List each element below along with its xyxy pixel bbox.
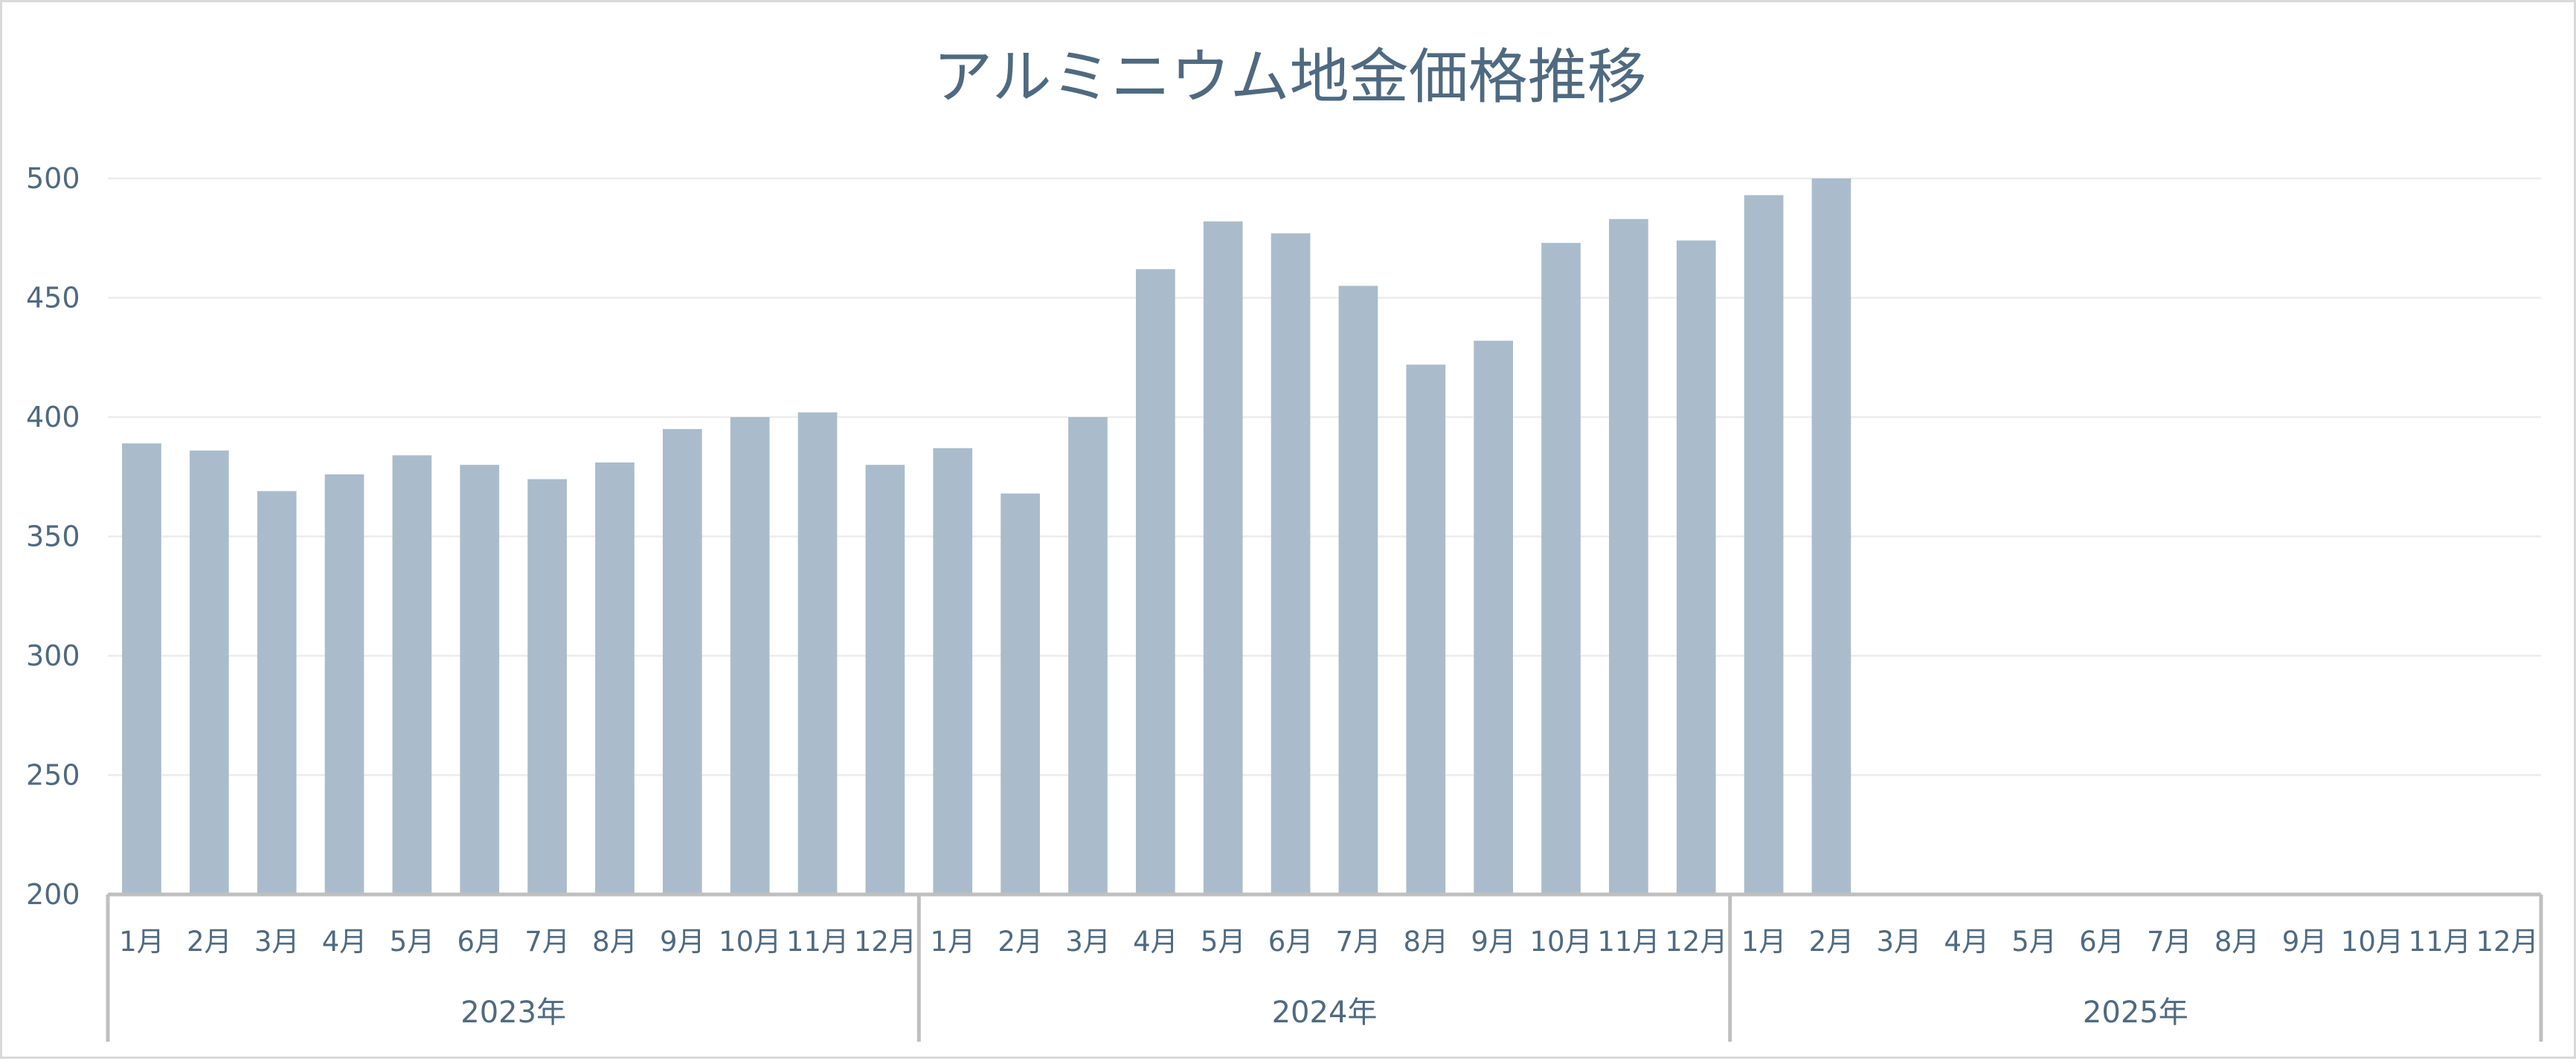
x-tick-label: 7月 bbox=[1336, 926, 1381, 958]
x-tick-label: 2月 bbox=[187, 926, 232, 958]
x-tick-label: 11月 bbox=[1597, 926, 1660, 958]
bar-2024年-10月 bbox=[1541, 242, 1581, 894]
x-tick-label: 1月 bbox=[119, 926, 164, 958]
axis-layer bbox=[106, 892, 2543, 1042]
bar-2024年-6月 bbox=[1271, 233, 1311, 895]
x-tick-label: 4月 bbox=[322, 926, 367, 958]
x-tick-label: 5月 bbox=[2011, 926, 2057, 958]
x-tick-label: 9月 bbox=[1471, 926, 1516, 958]
bar-2023年-6月 bbox=[460, 465, 500, 894]
x-tick-label: 5月 bbox=[1201, 926, 1246, 958]
x-tick-label: 1月 bbox=[1741, 926, 1787, 958]
x-tick-label: 8月 bbox=[592, 926, 637, 958]
x-tick-label: 10月 bbox=[2341, 926, 2403, 958]
y-tick-label: 350 bbox=[26, 520, 80, 553]
x-tick-label: 3月 bbox=[254, 926, 300, 958]
x-tick-label: 5月 bbox=[390, 926, 435, 958]
x-tick-label: 8月 bbox=[1404, 926, 1449, 958]
x-tick-label: 9月 bbox=[2282, 926, 2328, 958]
bar-2023年-12月 bbox=[865, 465, 905, 894]
x-tick-label: 2月 bbox=[998, 926, 1043, 958]
grid-layer bbox=[108, 177, 2541, 776]
x-tick-label: 6月 bbox=[457, 926, 502, 958]
year-group-label: 2025年 bbox=[2083, 996, 2188, 1030]
year-group-label: 2024年 bbox=[1272, 996, 1378, 1030]
y-tick-label: 450 bbox=[26, 282, 80, 315]
bar-2024年-2月 bbox=[1000, 493, 1040, 894]
bar-2024年-4月 bbox=[1135, 268, 1175, 895]
bar-2024年-7月 bbox=[1338, 286, 1378, 894]
bar-2024年-1月 bbox=[933, 448, 973, 894]
bar-2023年-8月 bbox=[595, 462, 635, 894]
y-tick-label: 200 bbox=[26, 878, 80, 911]
x-tick-label: 4月 bbox=[1944, 926, 1989, 958]
bar-2023年-9月 bbox=[662, 429, 702, 894]
x-tick-label: 12月 bbox=[854, 926, 916, 958]
bar-2023年-2月 bbox=[189, 450, 229, 894]
bar-2025年-1月 bbox=[1744, 195, 1784, 895]
bar-2025年-2月 bbox=[1811, 178, 1851, 894]
x-tick-label: 10月 bbox=[719, 926, 781, 958]
x-tick-label: 6月 bbox=[1268, 926, 1314, 958]
x-tick-label: 8月 bbox=[2214, 926, 2260, 958]
x-tick-label: 12月 bbox=[2476, 926, 2539, 958]
x-tick-label: 3月 bbox=[1065, 926, 1111, 958]
y-tick-label: 400 bbox=[26, 401, 80, 433]
bar-2023年-1月 bbox=[122, 443, 161, 894]
bar-2023年-4月 bbox=[324, 474, 364, 894]
chart-title: アルミニウム地金価格推移 bbox=[933, 42, 1646, 112]
x-tick-label: 7月 bbox=[524, 926, 570, 958]
bar-2023年-10月 bbox=[730, 417, 770, 894]
x-tick-label: 11月 bbox=[2409, 926, 2471, 958]
x-tick-label: 1月 bbox=[930, 926, 975, 958]
bar-2024年-8月 bbox=[1406, 364, 1446, 894]
x-tick-label: 6月 bbox=[2079, 926, 2124, 958]
x-tick-label: 12月 bbox=[1665, 926, 1727, 958]
bar-layer bbox=[122, 178, 1851, 895]
bar-2023年-11月 bbox=[797, 412, 838, 894]
bar-2024年-3月 bbox=[1068, 417, 1108, 894]
label-layer: 200 250 300 350 400 450 500 1月 2月 3月 4月 5月 6月 7月 8月 9月 1… bbox=[26, 162, 2539, 1030]
bar-2024年-9月 bbox=[1474, 341, 1514, 894]
x-tick-label: 2月 bbox=[1809, 926, 1854, 958]
bar-2024年-5月 bbox=[1203, 221, 1243, 894]
y-tick-label: 500 bbox=[26, 162, 80, 195]
y-tick-label: 250 bbox=[26, 759, 80, 792]
x-tick-label: 10月 bbox=[1529, 926, 1592, 958]
x-tick-label: 4月 bbox=[1133, 926, 1178, 958]
bar-2023年-7月 bbox=[527, 479, 567, 894]
bar-2024年-12月 bbox=[1676, 240, 1716, 895]
bar-2023年-3月 bbox=[257, 491, 297, 894]
x-tick-label: 7月 bbox=[2147, 926, 2192, 958]
bar-2024年-11月 bbox=[1609, 219, 1648, 894]
x-tick-label: 9月 bbox=[660, 926, 705, 958]
y-tick-label: 300 bbox=[26, 639, 80, 672]
bar-2023年-5月 bbox=[392, 455, 432, 894]
year-group-label: 2023年 bbox=[460, 996, 566, 1030]
x-tick-label: 11月 bbox=[786, 926, 849, 958]
x-tick-label: 3月 bbox=[1877, 926, 1922, 958]
